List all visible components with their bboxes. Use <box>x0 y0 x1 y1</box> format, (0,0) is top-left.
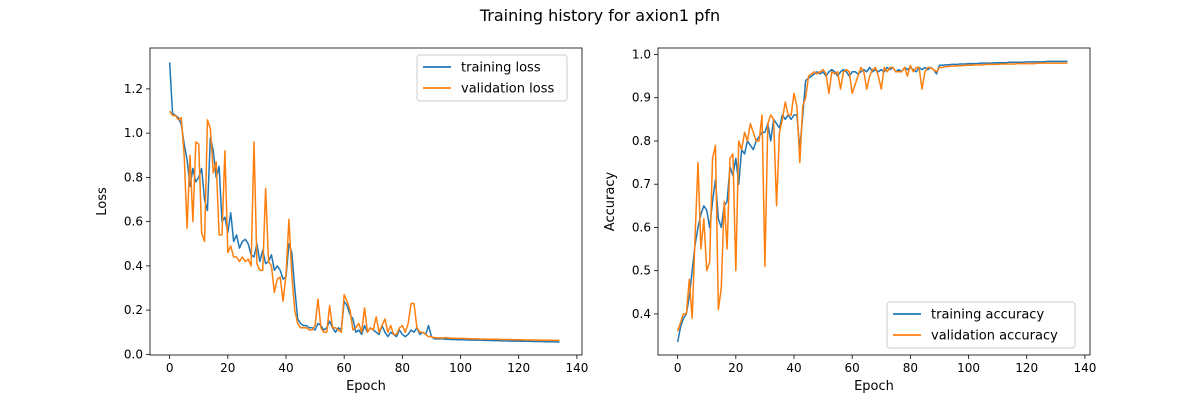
legend-label-1: training loss <box>461 61 541 76</box>
y-axis-label: Accuracy <box>603 172 618 232</box>
y-tick-label: 0.9 <box>632 91 651 105</box>
chart-panel-2: 0 20 40 60 80 100 120 140 0.4 0.5 0.6 0.7 0.8 0.9 1.0 E… <box>603 47 1096 394</box>
y-tick-label: 0.0 <box>124 347 143 361</box>
x-axis-label: Epoch <box>346 379 386 394</box>
figure-title: Training history for axion1 pfn <box>479 6 721 25</box>
y-tick-label: 0.6 <box>632 220 651 234</box>
y-tick-label: 0.7 <box>632 177 651 191</box>
y-axis-label: Loss <box>95 187 110 216</box>
legend: training loss validation loss <box>416 54 568 102</box>
x-tick-label: 140 <box>1073 361 1096 375</box>
x-tick-label: 0 <box>166 361 174 375</box>
legend-box <box>416 54 568 102</box>
x-tick-label: 20 <box>728 361 743 375</box>
x-tick-label: 20 <box>220 361 235 375</box>
chart-panel-1: 0 20 40 60 80 100 120 140 0.0 0.2 0.4 0.6 0.8 1.0 1.2 E… <box>95 47 588 394</box>
y-tick-label: 1.0 <box>124 126 143 140</box>
x-tick-label: 120 <box>507 361 530 375</box>
legend: training accuracy validation accuracy <box>886 301 1076 349</box>
legend-box <box>886 301 1076 349</box>
plot-frame <box>657 47 1091 356</box>
y-tick-label: 0.4 <box>124 259 143 273</box>
x-tick-label: 120 <box>1015 361 1038 375</box>
x-tick-label: 80 <box>395 361 410 375</box>
y-tick-label: 0.6 <box>124 215 143 229</box>
y-tick-label: 1.0 <box>632 47 651 61</box>
x-tick-label: 100 <box>449 361 472 375</box>
series-line-1 <box>168 62 560 343</box>
legend-label-2: validation loss <box>461 82 554 97</box>
plot-frame <box>149 47 583 356</box>
legend-label-1: training accuracy <box>931 308 1044 323</box>
y-tick-label: 0.8 <box>632 134 651 148</box>
y-tick-label: 0.4 <box>632 307 651 321</box>
x-tick-label: 140 <box>565 361 588 375</box>
legend-label-2: validation accuracy <box>931 329 1058 344</box>
x-tick-label: 40 <box>786 361 801 375</box>
series-line-1 <box>676 60 1068 343</box>
y-tick-label: 0.2 <box>124 303 143 317</box>
x-tick-label: 40 <box>278 361 293 375</box>
x-tick-label: 60 <box>337 361 352 375</box>
y-tick-label: 1.2 <box>124 82 143 96</box>
x-tick-label: 80 <box>903 361 918 375</box>
x-axis-label: Epoch <box>854 379 894 394</box>
x-tick-label: 60 <box>845 361 860 375</box>
x-tick-label: 0 <box>674 361 682 375</box>
y-tick-label: 0.5 <box>632 264 651 278</box>
y-tick-label: 0.8 <box>124 170 143 184</box>
series-line-2 <box>676 62 1068 332</box>
x-tick-label: 100 <box>957 361 980 375</box>
series-line-2 <box>169 110 560 342</box>
